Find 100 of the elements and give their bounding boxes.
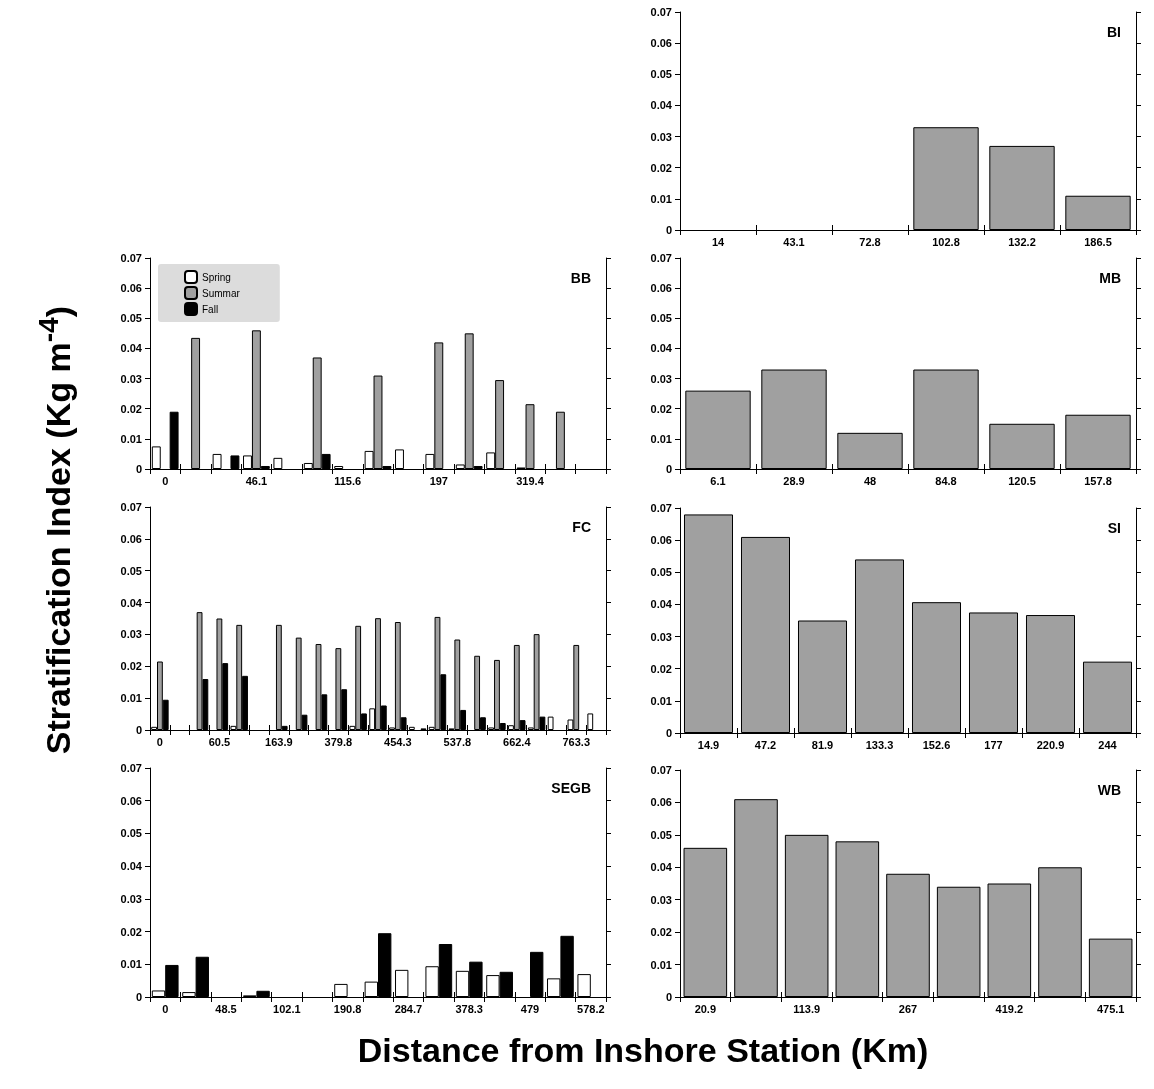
x-tick-label: 186.5 [1084,235,1112,248]
x-tick-label: 454.3 [384,735,412,748]
y-tick-label: 0.06 [650,282,672,295]
x-tick-label: 43.1 [783,235,805,248]
x-tick-label: 20.9 [694,1002,717,1015]
x-tick-label: 163.9 [265,735,293,748]
y-tick-label: 0.04 [650,342,673,355]
x-tick-label: 379.8 [324,735,353,748]
x-tick-label: 197 [429,474,448,487]
y-tick-label: 0.05 [650,566,672,579]
x-tick-label: 84.8 [935,474,957,487]
x-tick-label: 157.8 [1084,474,1112,487]
bar [685,390,751,469]
y-tick-label: 0.04 [120,342,143,355]
x-tick-label: 267 [898,1002,918,1015]
bar [936,886,981,997]
y-tick-label: 0 [135,463,142,475]
x-tick-label: 578.2 [577,1002,605,1015]
bar [913,369,979,469]
y-tick-label: 0.05 [120,827,142,840]
x-tick-label: 6.1 [710,474,726,487]
x-tick-label: 244 [1098,738,1118,751]
y-tick-label: 0.03 [120,892,142,905]
x-tick-label: 220.9 [1036,738,1065,751]
y-tick-label: 0.07 [650,502,672,514]
bar [334,983,348,997]
y-tick-label: 0.07 [120,762,142,774]
x-tick-label: 479 [520,1002,540,1015]
bar [987,883,1032,997]
bar [577,974,591,997]
text: BI [1107,24,1121,40]
x-tick-label: 14 [711,235,725,248]
x-tick-label: 0 [162,474,169,487]
y-tick-label: 0.03 [650,893,672,906]
bar [587,713,594,730]
x-tick-label: 47.2 [754,738,777,751]
x-tick-label: 115.6 [334,474,362,487]
bar [1088,938,1133,997]
bar [835,841,880,997]
x-tick-label: 120.5 [1008,474,1036,487]
x-tick-label: 177 [984,738,1003,751]
x-tick-label: 81.9 [811,738,834,751]
y-tick-label: 0.02 [120,925,142,938]
bar [797,620,848,733]
bar [1065,195,1131,230]
legend-label: Fall [202,303,219,315]
y-tick-label: 0.06 [650,534,672,547]
bar [191,337,201,469]
y-tick-label: 0.02 [650,926,672,939]
legend-label: Summar [202,287,241,299]
bar [784,834,829,997]
y-tick-label: 0.05 [120,564,142,577]
text: WB [1097,782,1121,798]
bar [683,514,734,733]
bar [169,411,179,469]
text: SEGB [551,780,592,796]
x-tick-label: 152.6 [922,738,951,751]
x-tick-label: 0 [162,1002,169,1015]
x-tick-label: 60.5 [208,735,231,748]
bar [761,369,827,469]
x-axis-title: Distance from Inshore Station (Km) [356,1030,930,1070]
y-tick-label: 0.07 [650,6,672,18]
y-tick-label: 0.05 [650,312,672,325]
text: FC [572,519,592,535]
y-tick-label: 0.05 [120,312,142,325]
text: SI [1107,520,1122,536]
y-tick-label: 0.04 [120,596,143,609]
bar [911,602,962,733]
x-tick-label: 46.1 [245,474,268,487]
y-tick-label: 0 [665,463,672,475]
bar [740,536,791,733]
y-tick-label: 0.03 [650,130,672,143]
y-tick-label: 0 [135,724,142,736]
y-tick-label: 0.07 [120,501,142,513]
bar [273,457,283,469]
y-tick-label: 0.06 [650,37,672,50]
y-tick-label: 0.02 [650,161,672,174]
y-tick-label: 0.02 [120,402,142,415]
text: MB [1099,270,1122,286]
x-tick-label: 537.8 [443,735,472,748]
x-tick-label: 419.2 [995,1002,1024,1015]
y-tick-label: 0.04 [120,860,143,873]
y-tick-label: 0.05 [650,68,672,81]
y-tick-label: 0.04 [650,99,673,112]
x-tick-label: 0 [156,735,163,748]
y-tick-label: 0.03 [120,628,142,641]
y-tick-label: 0.01 [120,958,142,971]
y-tick-label: 0.02 [650,402,672,415]
x-tick-label: 319.4 [516,474,545,487]
x-tick-label: 284.7 [394,1002,423,1015]
text: BB [570,270,592,286]
y-tick-label: 0.04 [650,861,673,874]
y-tick-label: 0.02 [120,660,142,673]
y-tick-label: 0.03 [650,630,672,643]
bar [530,951,544,997]
x-tick-label: 378.3 [455,1002,483,1015]
x-tick-label: 190.8 [333,1002,362,1015]
legend-label: Spring [202,271,231,283]
x-tick-label: 48 [863,474,877,487]
y-tick-label: 0.06 [120,794,142,807]
